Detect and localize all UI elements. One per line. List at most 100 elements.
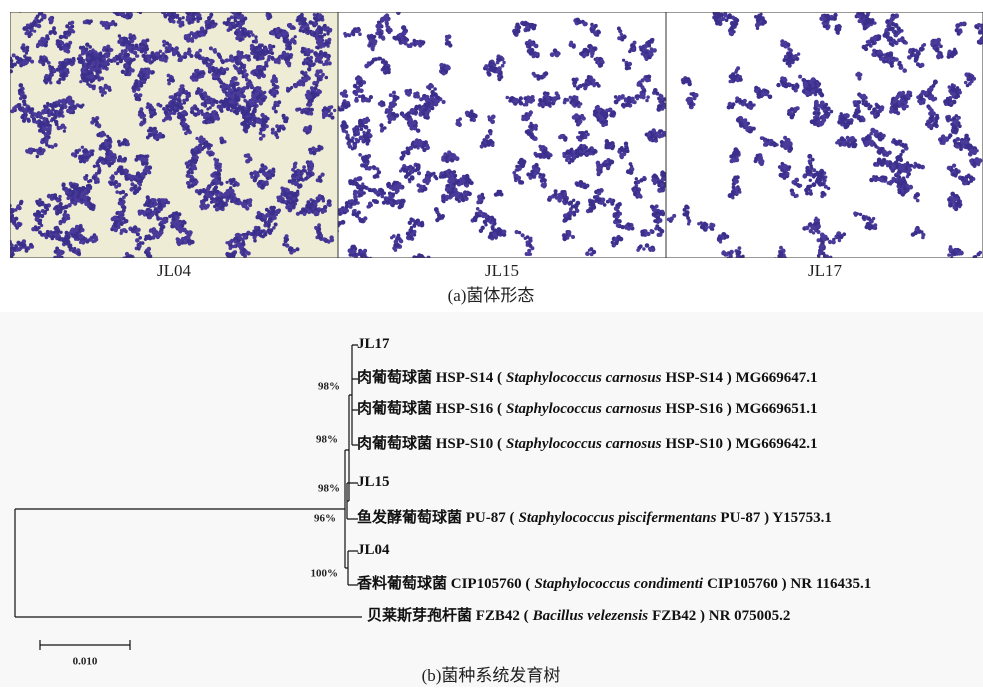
- cell: [58, 112, 62, 116]
- cell: [260, 213, 263, 216]
- cell: [4, 220, 8, 224]
- cell: [204, 102, 207, 105]
- cell: [144, 51, 147, 54]
- cell: [177, 221, 181, 225]
- cell: [143, 3, 147, 7]
- cell: [50, 66, 54, 70]
- cell: [182, 117, 185, 120]
- cell: [15, 8, 18, 11]
- cell: [236, 92, 240, 96]
- cell: [135, 259, 139, 263]
- cell: [290, 39, 294, 43]
- cell: [232, 183, 236, 187]
- cell: [227, 17, 231, 21]
- cell: [2, 64, 6, 68]
- cell: [190, 7, 194, 11]
- cell: [146, 75, 150, 79]
- cell: [22, 95, 26, 99]
- cell: [272, 206, 276, 210]
- cell: [88, 237, 92, 241]
- cell: [67, 245, 71, 249]
- cell: [81, 73, 85, 77]
- cell: [290, 86, 293, 89]
- cell: [100, 77, 104, 81]
- cell: [260, 163, 264, 167]
- cell: [111, 8, 115, 12]
- cell: [236, 82, 240, 86]
- cell: [263, 67, 266, 70]
- cell: [250, 175, 254, 179]
- cell: [184, 34, 188, 38]
- cell: [80, 198, 83, 201]
- cell: [149, 257, 153, 261]
- cell: [5, 68, 9, 72]
- cell: [118, 169, 121, 172]
- cell: [246, 102, 249, 105]
- cell: [270, 51, 274, 55]
- cell: [272, 45, 276, 49]
- cell: [244, 74, 247, 77]
- cell: [200, 32, 204, 36]
- cell: [0, 216, 3, 219]
- cell: [317, 226, 320, 229]
- cell: [119, 191, 123, 195]
- cell: [253, 239, 257, 243]
- cell: [20, 7, 25, 12]
- cell: [170, 95, 174, 99]
- cell: [83, 237, 86, 240]
- cell: [22, 4, 26, 8]
- tree-background: [0, 312, 983, 687]
- cell: [137, 87, 141, 91]
- cell: [296, 176, 300, 180]
- cell: [14, 105, 18, 109]
- cell: [316, 40, 320, 44]
- cell: [265, 208, 269, 212]
- cell: [254, 226, 258, 230]
- cell: [227, 189, 231, 193]
- cell: [223, 70, 227, 74]
- cell: [230, 3, 234, 7]
- cell: [138, 174, 142, 178]
- cell: [206, 204, 210, 208]
- cell: [89, 185, 93, 189]
- cell: [126, 258, 130, 262]
- cell: [115, 190, 119, 194]
- cell: [46, 102, 49, 105]
- cell: [275, 124, 279, 128]
- cell: [83, 153, 86, 156]
- cell: [316, 93, 319, 96]
- cell: [99, 64, 103, 68]
- cell: [318, 146, 322, 150]
- cell: [319, 55, 323, 59]
- cell: [2, 215, 6, 219]
- cell: [104, 84, 108, 88]
- cell: [43, 120, 46, 123]
- cell: [298, 184, 302, 188]
- cell: [138, 236, 142, 240]
- cell: [261, 123, 265, 127]
- cell: [21, 0, 25, 1]
- cell: [233, 2, 237, 6]
- cell: [624, 224, 628, 228]
- cell: [121, 8, 125, 12]
- cell: [213, 50, 217, 54]
- cell: [203, 190, 207, 194]
- cell: [307, 107, 311, 111]
- cell: [23, 0, 27, 4]
- cell: [146, 0, 150, 3]
- cell: [19, 106, 23, 110]
- cell: [86, 56, 90, 60]
- cell: [224, 84, 228, 88]
- cell: [300, 13, 304, 17]
- micrograph: [328, 4, 680, 277]
- cell: [49, 81, 52, 84]
- cell: [235, 7, 238, 10]
- cell: [226, 199, 229, 202]
- cell: [315, 37, 319, 41]
- cell: [54, 143, 58, 147]
- cell: [266, 50, 270, 54]
- cell: [120, 212, 123, 215]
- cell: [88, 21, 92, 25]
- cell: [112, 57, 116, 61]
- cell: [254, 171, 258, 175]
